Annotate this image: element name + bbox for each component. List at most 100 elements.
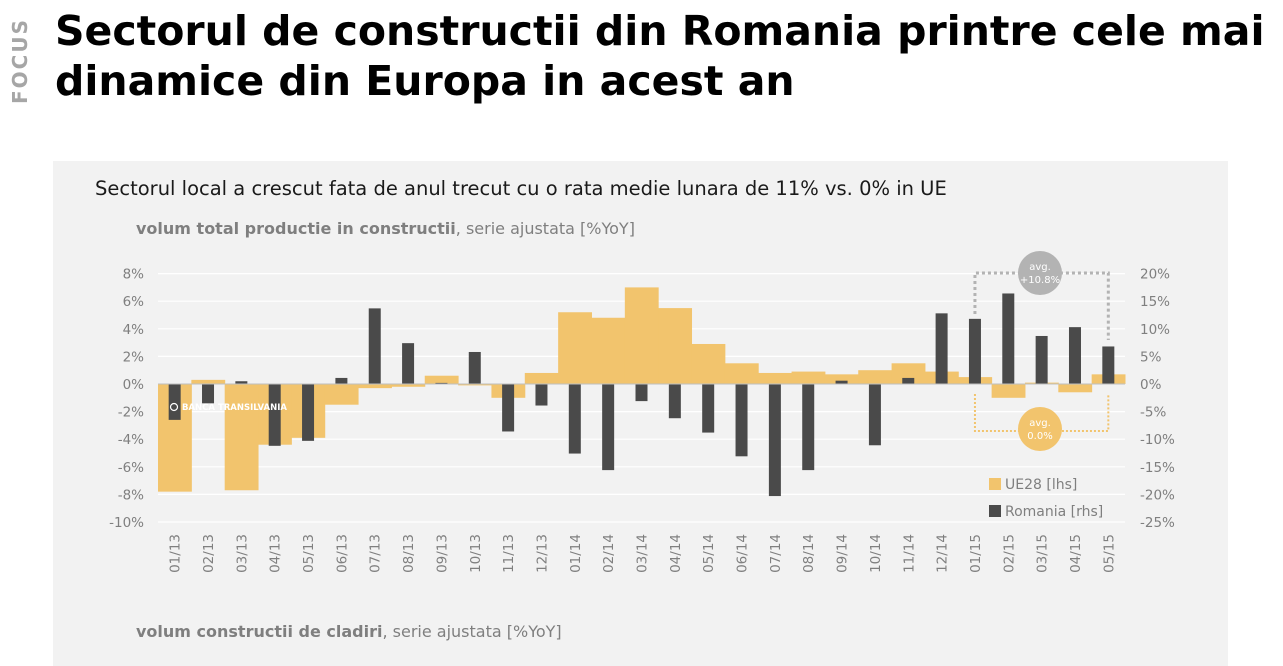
- bar-romania: [402, 343, 415, 384]
- y-left-tick-label: 8%: [123, 267, 145, 283]
- bar-ue28: [424, 375, 459, 384]
- bar-ue28: [624, 287, 659, 384]
- avg-romania-value: +10.8%: [1020, 275, 1060, 286]
- x-tick-label: 08/14: [801, 534, 817, 573]
- bar-ue28: [891, 363, 926, 384]
- x-tick-label: 06/13: [334, 534, 350, 573]
- subtitle-top-rest: , serie ajustata [%YoY]: [455, 219, 635, 238]
- bar-ue28: [391, 384, 426, 387]
- y-right-tick-label: 10%: [1140, 322, 1170, 338]
- x-tick-label: 02/14: [601, 534, 617, 573]
- y-right-tick-label: 15%: [1140, 294, 1170, 310]
- bar-ue28: [524, 372, 559, 384]
- bar-romania: [935, 313, 948, 384]
- bar-ue28: [224, 384, 259, 491]
- chart-subtitle-bottom: volum constructii de cladiri, serie ajus…: [136, 622, 562, 641]
- avg-ue-bracket: [973, 394, 1110, 432]
- subtitle-bottom-bold: volum constructii de cladiri: [136, 622, 383, 641]
- bar-romania: [268, 384, 281, 446]
- bar-romania: [1035, 335, 1048, 384]
- chart-subtitle-top: volum total productie in constructii, se…: [136, 219, 635, 238]
- y-left-tick-label: -2%: [118, 405, 144, 421]
- bar-ue28: [658, 308, 693, 384]
- bar-romania: [335, 377, 348, 384]
- legend-label-romania: Romania [rhs]: [1005, 504, 1103, 520]
- x-tick-label: 02/13: [201, 534, 217, 573]
- bar-ue28: [858, 370, 893, 384]
- bar-ue28: [591, 317, 626, 384]
- bar-romania: [435, 382, 448, 384]
- y-right-tick-label: 5%: [1140, 349, 1162, 365]
- watermark-text: BANCA TRANSILVANIA: [182, 403, 287, 413]
- bar-ue28: [191, 379, 226, 384]
- bar-romania: [768, 384, 781, 497]
- bar-ue28: [458, 384, 492, 386]
- y-right-tick-label: -15%: [1140, 460, 1175, 476]
- bar-ue28: [758, 372, 793, 384]
- bar-ue28: [558, 312, 592, 384]
- x-tick-label: 07/13: [368, 534, 384, 573]
- bar-romania: [835, 380, 848, 384]
- y-left-tick-label: -4%: [118, 432, 144, 448]
- bar-romania: [168, 384, 181, 420]
- avg-romania-circle: [1018, 251, 1062, 295]
- bar-ue28: [791, 371, 826, 384]
- bar-romania: [735, 384, 748, 457]
- bar-romania: [502, 384, 515, 432]
- bar-ue28: [824, 374, 859, 384]
- x-tick-label: 01/14: [568, 534, 584, 573]
- bar-romania: [702, 384, 715, 433]
- x-tick-label: 12/13: [534, 534, 550, 573]
- bar-romania: [1002, 293, 1015, 384]
- x-tick-label: 11/14: [901, 534, 917, 573]
- copyright-icon: [169, 402, 179, 412]
- x-tick-label: 04/14: [668, 534, 684, 573]
- bar-romania: [635, 384, 648, 402]
- page-title: Sectorul de constructii din Romania prin…: [55, 7, 1265, 105]
- bar-romania: [568, 384, 581, 454]
- bar-ue28: [324, 384, 359, 405]
- avg-ue-value: 0.0%: [1027, 431, 1052, 442]
- avg-ue-circle: [1018, 407, 1062, 451]
- x-tick-label: 11/13: [501, 534, 517, 573]
- y-left-tick-label: 0%: [123, 377, 145, 393]
- x-tick-label: 02/15: [1001, 534, 1017, 573]
- x-tick-label: 05/15: [1101, 534, 1117, 573]
- bar-romania: [802, 384, 815, 471]
- subtitle-top-bold: volum total productie in constructii: [136, 219, 456, 238]
- x-tick-label: 03/15: [1035, 534, 1051, 573]
- bar-romania: [202, 384, 215, 404]
- avg-romania-bracket: [973, 271, 1110, 340]
- x-tick-label: 04/15: [1068, 534, 1084, 573]
- bar-romania: [602, 384, 615, 471]
- y-left-tick-label: 6%: [123, 294, 145, 310]
- x-tick-label: 01/13: [168, 534, 184, 573]
- bar-romania: [1102, 346, 1115, 384]
- bar-romania: [902, 377, 915, 384]
- bar-ue28: [358, 384, 392, 389]
- y-right-tick-label: -20%: [1140, 487, 1175, 503]
- bar-romania: [868, 384, 881, 446]
- x-tick-label: 06/14: [735, 534, 751, 573]
- x-tick-label: 05/13: [301, 534, 317, 573]
- x-tick-label: 05/14: [701, 534, 717, 573]
- legend-label-ue28: UE28 [lhs]: [1005, 477, 1077, 493]
- y-right-tick-label: 0%: [1140, 377, 1162, 393]
- y-left-tick-label: 2%: [123, 349, 145, 365]
- y-left-tick-label: -10%: [109, 515, 144, 531]
- chart-title: Sectorul local a crescut fata de anul tr…: [95, 177, 947, 200]
- bar-romania: [368, 308, 381, 384]
- bar-ue28: [1058, 384, 1093, 393]
- x-tick-label: 12/14: [935, 534, 951, 573]
- avg-ue-label: avg.: [1029, 418, 1051, 429]
- x-tick-label: 03/14: [635, 534, 651, 573]
- bar-romania: [235, 381, 248, 384]
- x-tick-label: 01/15: [968, 534, 984, 573]
- x-tick-label: 03/13: [234, 534, 250, 573]
- bar-romania: [968, 318, 981, 384]
- bar-romania: [468, 351, 481, 384]
- x-tick-label: 10/13: [468, 534, 484, 573]
- subtitle-bottom-rest: , serie ajustata [%YoY]: [382, 622, 562, 641]
- y-left-tick-label: -6%: [118, 460, 144, 476]
